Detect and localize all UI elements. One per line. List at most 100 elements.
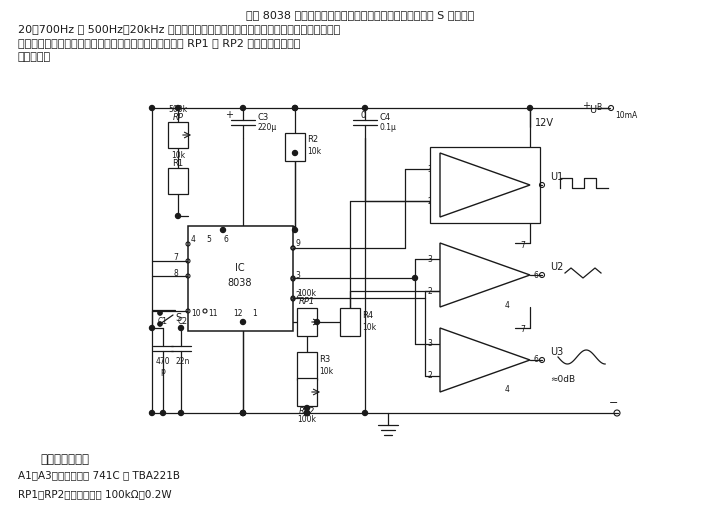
Text: 10mA: 10mA (615, 111, 637, 120)
Bar (340, 308, 360, 336)
Text: C2: C2 (178, 317, 188, 326)
Text: ≈0dB: ≈0dB (550, 375, 575, 384)
Text: 2: 2 (427, 372, 432, 381)
Text: +: + (445, 254, 453, 264)
Circle shape (314, 319, 319, 325)
Circle shape (528, 106, 533, 110)
Text: 0: 0 (360, 110, 366, 119)
Text: 10k: 10k (171, 152, 185, 161)
Bar (168, 168, 188, 194)
Circle shape (305, 410, 309, 416)
Text: RP1: RP1 (299, 297, 315, 306)
Circle shape (178, 325, 183, 331)
Text: R3: R3 (319, 355, 330, 364)
Bar (285, 133, 305, 161)
Circle shape (293, 150, 298, 156)
Circle shape (240, 410, 245, 416)
Circle shape (150, 106, 155, 110)
Polygon shape (440, 328, 530, 392)
Bar (297, 378, 317, 406)
Text: R2: R2 (307, 136, 318, 145)
Text: 3: 3 (427, 340, 432, 348)
Text: −: − (445, 286, 454, 296)
Text: 10k: 10k (307, 147, 321, 156)
Circle shape (293, 106, 298, 110)
Text: 10: 10 (191, 309, 201, 318)
Text: −: − (609, 398, 618, 408)
Text: 8038: 8038 (228, 278, 252, 288)
Text: 采用 8038 和运算放大器构成的发生器电路。利用转换开关 S 可以选择: 采用 8038 和运算放大器构成的发生器电路。利用转换开关 S 可以选择 (246, 10, 474, 20)
Circle shape (178, 410, 183, 416)
Text: 的线性度。: 的线性度。 (18, 52, 51, 62)
Circle shape (240, 106, 245, 110)
Text: 7: 7 (520, 240, 525, 250)
Text: 相不干扰，在各引脚外分别接入运算放大器。利用电位器 RP1 和 RP2 可以调节输出信号: 相不干扰，在各引脚外分别接入运算放大器。利用电位器 RP1 和 RP2 可以调节… (18, 38, 301, 48)
Text: RP1，RP2：线绕电位器 100kΩ，0.2W: RP1，RP2：线绕电位器 100kΩ，0.2W (18, 489, 172, 499)
Text: 4: 4 (505, 300, 510, 309)
Circle shape (293, 106, 298, 110)
Text: 3: 3 (295, 271, 300, 280)
Circle shape (362, 106, 367, 110)
Polygon shape (440, 243, 530, 307)
Text: A1: A1 (479, 180, 491, 190)
Circle shape (158, 322, 162, 326)
Text: R4: R4 (362, 312, 373, 320)
Circle shape (160, 410, 165, 416)
Text: 6: 6 (533, 355, 538, 364)
Circle shape (158, 311, 162, 315)
Text: 5: 5 (206, 235, 211, 244)
Text: IC: IC (235, 263, 244, 273)
Circle shape (150, 410, 155, 416)
Text: 4: 4 (191, 235, 196, 244)
Text: p: p (160, 366, 165, 375)
Bar (168, 122, 188, 148)
Text: C1: C1 (158, 317, 168, 326)
Text: 6: 6 (533, 270, 538, 279)
Text: U2: U2 (550, 262, 564, 272)
Text: −: − (445, 371, 454, 381)
Circle shape (175, 106, 180, 110)
Circle shape (240, 319, 245, 325)
Text: U1: U1 (550, 172, 563, 182)
Text: 7: 7 (520, 150, 525, 159)
Bar (188, 226, 293, 331)
Text: 4: 4 (505, 211, 510, 220)
Bar (430, 147, 540, 223)
Text: B: B (596, 102, 601, 111)
Text: 2: 2 (295, 291, 300, 300)
Bar (297, 308, 317, 336)
Circle shape (362, 410, 367, 416)
Text: 4: 4 (505, 385, 510, 394)
Text: 20～700Hz 或 500Hz～20kHz 频率范围，为了使方波、三角波和正弦波三个引脚的输出互: 20～700Hz 或 500Hz～20kHz 频率范围，为了使方波、三角波和正弦… (18, 24, 340, 34)
Text: R1: R1 (173, 158, 183, 167)
Text: 470: 470 (156, 357, 170, 366)
Text: U3: U3 (550, 347, 563, 357)
Text: 3: 3 (427, 165, 432, 174)
Polygon shape (440, 153, 530, 217)
Circle shape (305, 410, 309, 416)
Circle shape (221, 228, 226, 232)
Text: RP: RP (173, 112, 183, 121)
Text: A3: A3 (479, 355, 491, 365)
Text: 100k: 100k (298, 416, 316, 425)
Text: A1～A3：运算放大器 741C 或 TBA221B: A1～A3：运算放大器 741C 或 TBA221B (18, 470, 180, 480)
Circle shape (240, 410, 245, 416)
Text: 2: 2 (427, 287, 432, 296)
Text: 11: 11 (208, 309, 218, 318)
Text: 部分器件规格：: 部分器件规格： (40, 453, 89, 466)
Text: 6: 6 (224, 235, 229, 244)
Text: S: S (175, 313, 181, 323)
Text: 3: 3 (427, 254, 432, 263)
Circle shape (150, 325, 155, 331)
Text: 10k: 10k (362, 323, 376, 332)
Bar (297, 352, 317, 380)
Text: C3: C3 (257, 114, 268, 122)
Text: 500k: 500k (168, 106, 188, 115)
Text: +: + (582, 101, 590, 111)
Text: 12: 12 (233, 309, 242, 318)
Text: 12V: 12V (535, 118, 554, 128)
Text: 2: 2 (427, 196, 432, 205)
Text: 100k: 100k (298, 289, 316, 298)
Text: 7: 7 (173, 253, 178, 262)
Text: 220μ: 220μ (257, 124, 276, 133)
